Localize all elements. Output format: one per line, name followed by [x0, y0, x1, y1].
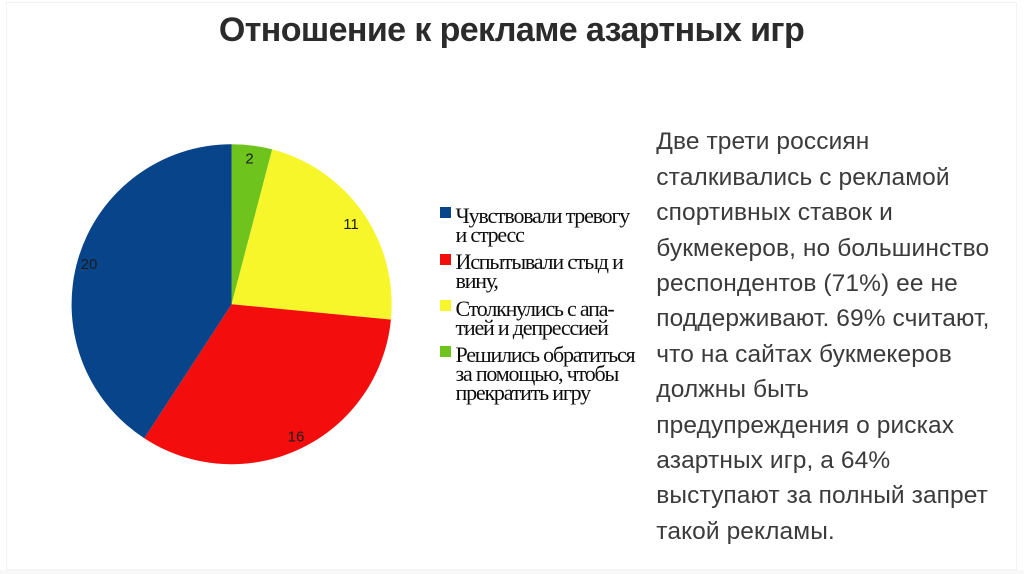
svg-text:16: 16: [288, 429, 305, 446]
svg-text:2: 2: [245, 151, 253, 168]
svg-text:11: 11: [343, 216, 359, 233]
svg-text:20: 20: [81, 256, 98, 273]
